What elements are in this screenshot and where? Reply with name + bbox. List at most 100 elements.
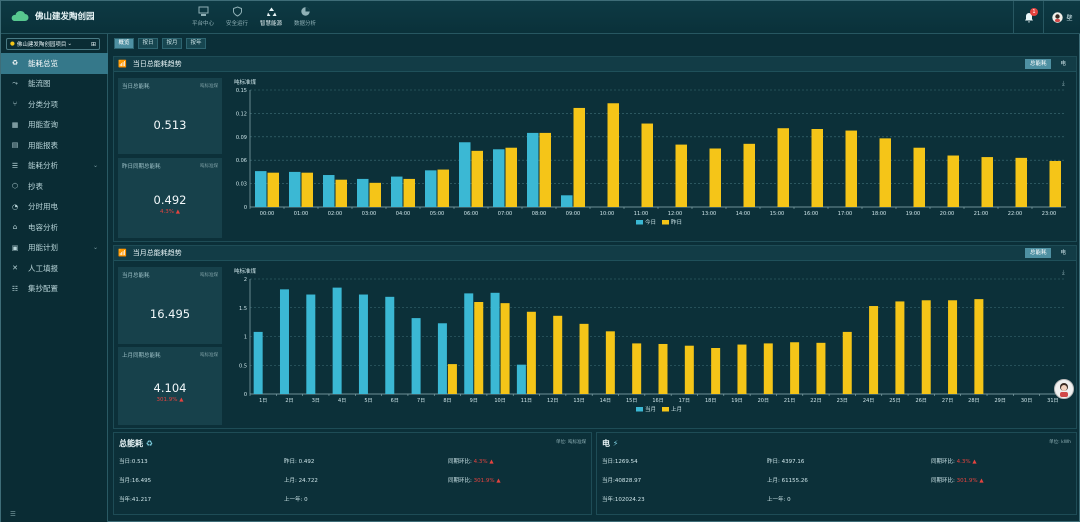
- summary-today: 当日:1269.54: [602, 459, 638, 465]
- total-energy-button[interactable]: 总能耗: [1024, 59, 1052, 69]
- topnav-label: 平台中心: [191, 21, 214, 27]
- sidebar-item-capacitor[interactable]: ⌂ 电容分析: [1, 217, 108, 238]
- x-tick-label: 2日: [285, 398, 293, 404]
- top-nav: 平台中心 安全运行 智慧能源 数据分析: [187, 6, 323, 27]
- sidebar-item-manual[interactable]: ✕ 人工填报: [1, 258, 108, 279]
- card-change-percent: 301.9% ▲: [156, 397, 184, 403]
- summary-yoy: 同期环比: 4.3% ▲: [931, 457, 977, 465]
- notification-button[interactable]: 1: [1013, 1, 1043, 34]
- electricity-button[interactable]: 电: [1060, 61, 1066, 67]
- lastmonth-total-card: 上月同期总能耗 吨标准煤 4.104 301.9% ▲: [118, 347, 222, 425]
- summary-title: 电 ⚡: [602, 438, 618, 449]
- sidebar-item-analysis[interactable]: ☰ 能耗分析 ⌄: [1, 156, 108, 177]
- daily-panel-header: 📶 当日总能耗趋势 总能耗 电: [114, 57, 1076, 72]
- project-name: 佛山建发陶创园项目: [16, 42, 67, 48]
- table-icon: ▦: [11, 120, 19, 129]
- summary-unit: 单位: 吨标准煤: [556, 440, 586, 445]
- user-menu[interactable]: 壁: [1043, 1, 1080, 34]
- bar-上月: [974, 299, 984, 394]
- daily-panel-title: 当日总能耗趋势: [132, 60, 182, 68]
- topnav-platform-center[interactable]: 平台中心: [187, 6, 219, 27]
- x-tick-label: 16日: [652, 398, 663, 404]
- bar-昨日: [709, 148, 721, 207]
- topnav-safety[interactable]: 安全运行: [221, 6, 253, 27]
- summary-year: 当年:41.217: [119, 497, 152, 503]
- bar-chart-icon: 📶: [118, 60, 127, 68]
- bar-上月: [816, 342, 826, 394]
- topnav-data-analysis[interactable]: 数据分析: [289, 6, 321, 27]
- bar-昨日: [947, 155, 959, 207]
- bar-昨日: [913, 147, 925, 207]
- total-energy-button[interactable]: 总能耗: [1024, 248, 1052, 258]
- lightning-icon: ⚡: [612, 439, 619, 448]
- bar-上月: [658, 343, 668, 394]
- card-unit: 吨标准煤: [200, 353, 218, 358]
- tools-icon: ✕: [12, 264, 18, 273]
- x-tick-label: 10:00: [600, 211, 614, 217]
- summary-title-text: 总能耗: [119, 439, 143, 448]
- monthly-panel-header: 📶 当月总能耗趋势 总能耗 电: [114, 246, 1076, 261]
- bar-当月: [516, 364, 526, 394]
- summary-yesterday: 昨日: 4397.16: [767, 459, 805, 465]
- x-tick-label: 19:00: [906, 211, 920, 217]
- logo[interactable]: 佛山建发陶创园: [10, 10, 95, 22]
- bar-上月: [447, 364, 457, 394]
- tab-yearly[interactable]: 按年: [186, 38, 206, 49]
- bar-昨日: [335, 179, 347, 207]
- bar-昨日: [981, 157, 993, 207]
- sidebar-item-energy-overview[interactable]: ♻ 能耗总览: [1, 53, 108, 74]
- bar-昨日: [539, 132, 551, 207]
- top-bar: 佛山建发陶创园 平台中心 安全运行 智慧能源 数据分析 1: [1, 1, 1080, 34]
- topnav-label: 安全运行: [225, 21, 248, 27]
- sidebar-item-category[interactable]: ⑂ 分类分项: [1, 94, 108, 115]
- sidebar-item-query[interactable]: ▦ 用能查询: [1, 115, 108, 136]
- bar-上月: [842, 331, 852, 394]
- sidebar-item-plan[interactable]: ▣ 用能计划 ⌄: [1, 238, 108, 259]
- sidebar-item-config[interactable]: ☷ 集抄配置: [1, 279, 108, 300]
- bar-上月: [711, 348, 721, 394]
- card-unit: 吨标准煤: [200, 273, 218, 278]
- x-tick-label: 10日: [494, 398, 505, 404]
- x-tick-label: 06:00: [464, 211, 478, 217]
- app-title: 佛山建发陶创园: [35, 12, 95, 22]
- topnav-energy[interactable]: 智慧能源: [255, 6, 287, 27]
- sidebar-item-energy-flow[interactable]: ⤳ 能流图: [1, 74, 108, 95]
- bar-上月: [605, 331, 615, 394]
- project-selector[interactable]: ● 佛山建发陶创园项目 ⌄ ⊞: [6, 38, 100, 50]
- y-axis-label: 吨标准煤: [234, 78, 257, 86]
- chevron-down-icon: ⌄: [92, 244, 98, 252]
- summary-year: 当年:102024.23: [602, 497, 645, 503]
- tab-daily[interactable]: 按日: [138, 38, 158, 49]
- bar-昨日: [641, 123, 653, 207]
- x-tick-label: 17:00: [838, 211, 852, 217]
- tab-overview[interactable]: 概览: [114, 38, 134, 49]
- card-unit: 吨标准煤: [200, 84, 218, 89]
- x-tick-label: 15:00: [770, 211, 784, 217]
- x-tick-label: 30日: [1021, 398, 1032, 404]
- x-tick-label: 11:00: [634, 211, 648, 217]
- bar-上月: [921, 300, 931, 394]
- tab-monthly[interactable]: 按月: [162, 38, 182, 49]
- sidebar-item-time-of-use[interactable]: ◔ 分时用电: [1, 197, 108, 218]
- sidebar-item-report[interactable]: ▤ 用能报表: [1, 135, 108, 156]
- x-tick-label: 14日: [600, 398, 611, 404]
- x-tick-label: 18日: [705, 398, 716, 404]
- yesterday-total-card: 昨日同期总能耗 吨标准煤 0.492 4.3% ▲: [118, 158, 222, 238]
- sidebar-item-label: 能耗分析: [28, 161, 58, 171]
- daily-trend-chart: 吨标准煤 ⤓ 0 0.03 0.06 0.09 0.12 0.15 00:00 01:00 02:0…: [234, 78, 1066, 226]
- summary-lastmonth: 上月: 61155.26: [767, 478, 808, 484]
- electricity-button[interactable]: 电: [1060, 250, 1066, 256]
- x-tick-label: 4日: [338, 398, 346, 404]
- sidebar-collapse-button[interactable]: ☰: [10, 510, 16, 518]
- bar-上月: [737, 344, 747, 394]
- grid-icon[interactable]: ⊞: [90, 40, 96, 48]
- sidebar-item-label: 抄表: [28, 181, 43, 191]
- monthly-energy-type-switch: 总能耗 电: [1021, 248, 1071, 258]
- location-pin-icon: ●: [10, 41, 15, 47]
- top-right-tools: 1 壁: [1013, 1, 1080, 34]
- bar-昨日: [573, 107, 585, 207]
- electricity-summary: 电 ⚡ 单位: kWh 当日:1269.54 昨日: 4397.16 同期环比:…: [596, 432, 1077, 515]
- y-tick-label: 0.06: [236, 158, 247, 164]
- sidebar-item-meter[interactable]: ⬡ 抄表: [1, 176, 108, 197]
- assistant-avatar[interactable]: [1054, 379, 1074, 399]
